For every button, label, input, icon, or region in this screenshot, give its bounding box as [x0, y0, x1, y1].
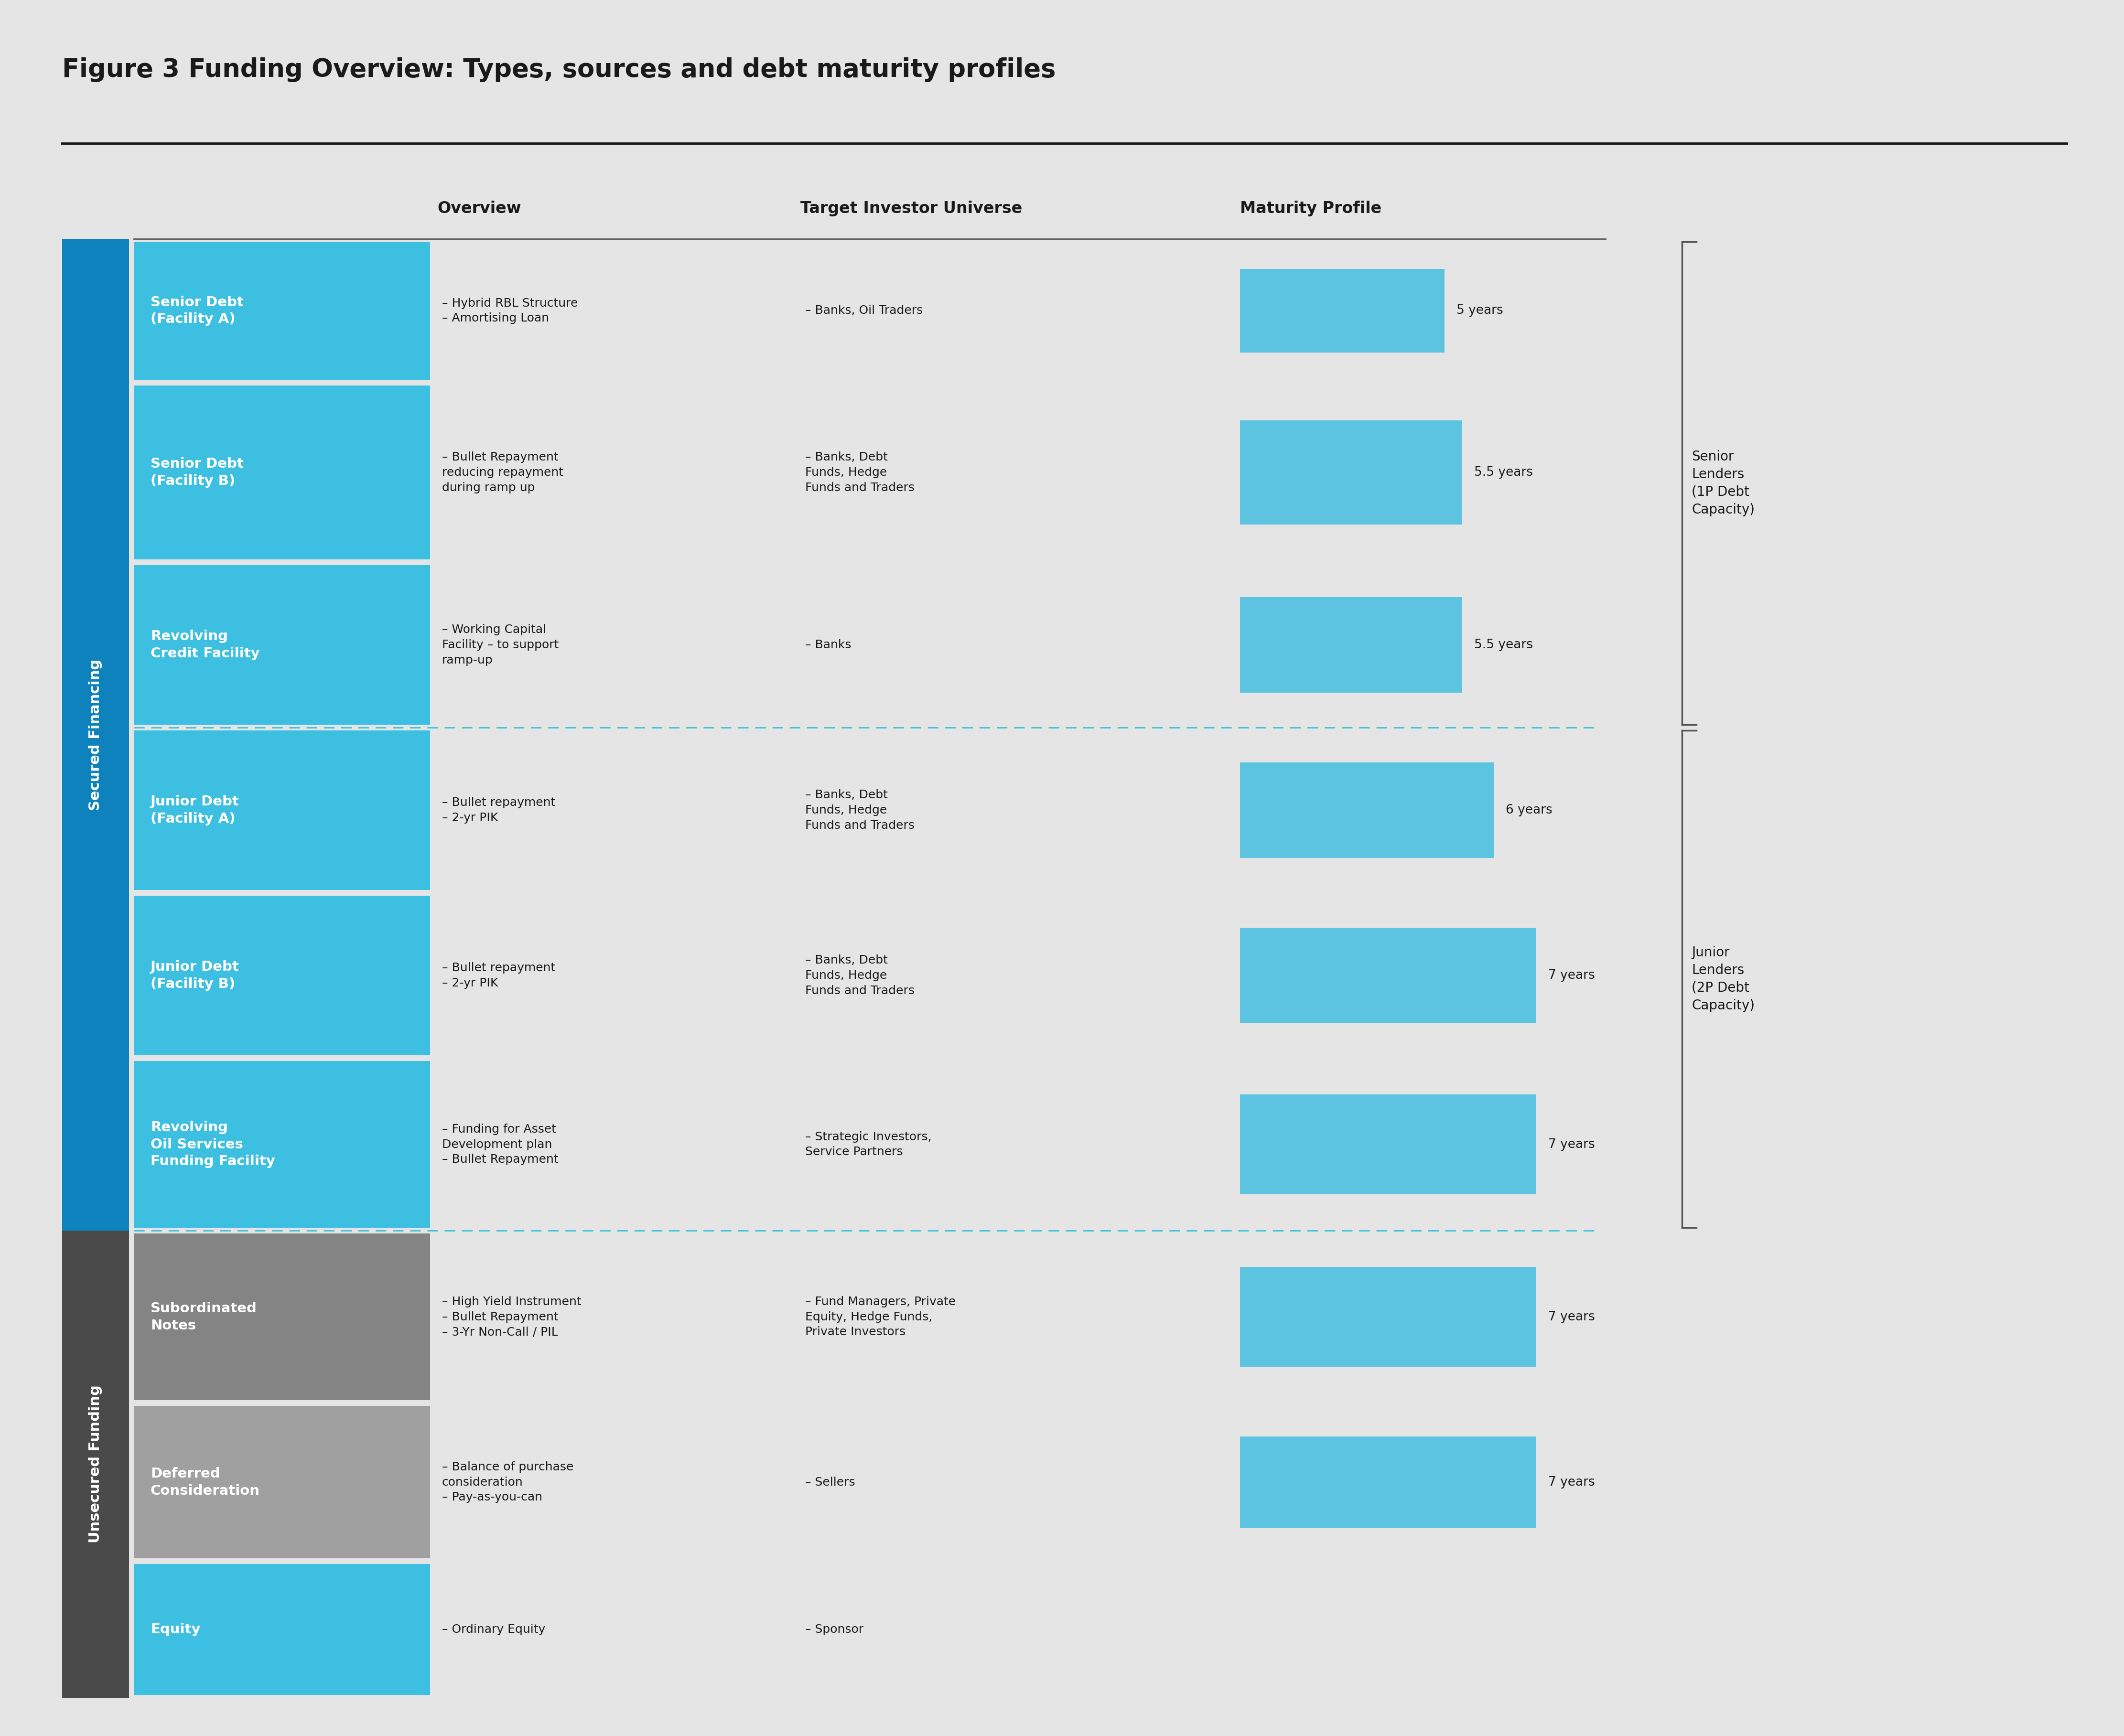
Bar	[134, 1564, 429, 1694]
Text: – Balance of purchase
consideration
– Pay-as-you-can: – Balance of purchase consideration – Pa…	[442, 1462, 573, 1503]
Text: Maturity Profile: Maturity Profile	[1240, 201, 1381, 217]
Text: Revolving
Oil Services
Funding Facility: Revolving Oil Services Funding Facility	[151, 1121, 276, 1168]
Text: – Hybrid RBL Structure
– Amortising Loan: – Hybrid RBL Structure – Amortising Loan	[442, 297, 578, 325]
Text: – Banks, Debt
Funds, Hedge
Funds and Traders: – Banks, Debt Funds, Hedge Funds and Tra…	[805, 451, 915, 493]
Text: 7 years: 7 years	[1548, 1311, 1595, 1323]
Text: Senior Debt
(Facility A): Senior Debt (Facility A)	[151, 295, 244, 326]
Text: – Ordinary Equity: – Ordinary Equity	[442, 1623, 546, 1635]
Text: Senior Debt
(Facility B): Senior Debt (Facility B)	[151, 457, 244, 488]
Bar	[1240, 927, 1536, 1024]
Text: 7 years: 7 years	[1548, 1139, 1595, 1151]
Bar	[134, 1406, 429, 1559]
Text: – Funding for Asset
Development plan
– Bullet Repayment: – Funding for Asset Development plan – B…	[442, 1123, 559, 1165]
Text: Junior Debt
(Facility A): Junior Debt (Facility A)	[151, 795, 240, 825]
Text: – Banks, Debt
Funds, Hedge
Funds and Traders: – Banks, Debt Funds, Hedge Funds and Tra…	[805, 790, 915, 832]
Text: Figure 3 Funding Overview: Types, sources and debt maturity profiles: Figure 3 Funding Overview: Types, source…	[62, 57, 1056, 82]
Bar	[134, 241, 429, 380]
Bar	[1240, 762, 1493, 858]
Text: Revolving
Credit Facility: Revolving Credit Facility	[151, 630, 259, 660]
Text: Senior
Lenders
(1P Debt
Capacity): Senior Lenders (1P Debt Capacity)	[1691, 450, 1754, 516]
Text: – Sellers: – Sellers	[805, 1476, 856, 1488]
Bar	[134, 731, 429, 891]
Text: – Banks, Debt
Funds, Hedge
Funds and Traders: – Banks, Debt Funds, Hedge Funds and Tra…	[805, 955, 915, 996]
Text: – High Yield Instrument
– Bullet Repayment
– 3-Yr Non-Call / PIL: – High Yield Instrument – Bullet Repayme…	[442, 1297, 582, 1338]
Bar	[1240, 1094, 1536, 1194]
Text: – Banks: – Banks	[805, 639, 852, 651]
Text: – Strategic Investors,
Service Partners: – Strategic Investors, Service Partners	[805, 1132, 932, 1158]
Bar	[134, 385, 429, 559]
Text: – Fund Managers, Private
Equity, Hedge Funds,
Private Investors: – Fund Managers, Private Equity, Hedge F…	[805, 1297, 956, 1338]
Bar	[1240, 420, 1461, 524]
Text: Overview: Overview	[438, 201, 520, 217]
Bar	[1240, 1267, 1536, 1366]
Bar	[1240, 597, 1461, 693]
Text: 5.5 years: 5.5 years	[1474, 467, 1534, 479]
Text: Unsecured Funding: Unsecured Funding	[89, 1385, 102, 1543]
Text: – Sponsor: – Sponsor	[805, 1623, 864, 1635]
Bar	[1240, 1436, 1536, 1528]
Text: 5 years: 5 years	[1457, 304, 1504, 318]
Text: – Bullet repayment
– 2-yr PIK: – Bullet repayment – 2-yr PIK	[442, 962, 554, 990]
Text: Deferred
Consideration: Deferred Consideration	[151, 1467, 259, 1498]
Text: 7 years: 7 years	[1548, 1476, 1595, 1488]
Bar	[134, 1234, 429, 1401]
Text: 6 years: 6 years	[1506, 804, 1553, 816]
Text: 7 years: 7 years	[1548, 969, 1595, 983]
Bar	[1240, 269, 1444, 352]
Text: Junior Debt
(Facility B): Junior Debt (Facility B)	[151, 960, 240, 991]
Bar	[134, 566, 429, 724]
Text: Junior
Lenders
(2P Debt
Capacity): Junior Lenders (2P Debt Capacity)	[1691, 946, 1754, 1012]
Bar	[134, 1061, 429, 1227]
Text: Equity: Equity	[151, 1623, 200, 1637]
Text: Secured Financing: Secured Financing	[89, 660, 102, 811]
Text: – Working Capital
Facility – to support
ramp-up: – Working Capital Facility – to support …	[442, 623, 559, 665]
Text: – Bullet Repayment
reducing repayment
during ramp up: – Bullet Repayment reducing repayment du…	[442, 451, 563, 493]
Text: – Banks, Oil Traders: – Banks, Oil Traders	[805, 306, 922, 316]
Text: 5.5 years: 5.5 years	[1474, 639, 1534, 651]
Bar	[62, 1231, 130, 1698]
Bar	[62, 240, 130, 1231]
Text: Target Investor Universe: Target Investor Universe	[801, 201, 1022, 217]
Bar	[134, 896, 429, 1055]
Text: Subordinated
Notes: Subordinated Notes	[151, 1302, 257, 1332]
Text: – Bullet repayment
– 2-yr PIK: – Bullet repayment – 2-yr PIK	[442, 797, 554, 823]
